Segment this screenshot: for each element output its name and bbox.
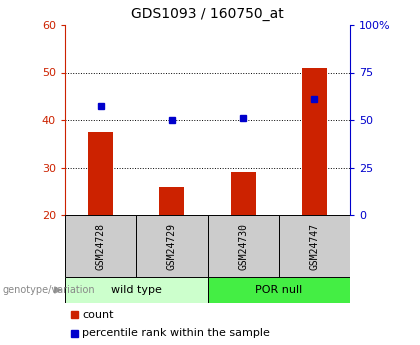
Bar xyxy=(231,172,256,215)
Bar xyxy=(88,132,113,215)
Bar xyxy=(65,215,136,277)
Bar xyxy=(160,187,184,215)
Text: genotype/variation: genotype/variation xyxy=(2,285,95,295)
Bar xyxy=(207,277,350,303)
Text: percentile rank within the sample: percentile rank within the sample xyxy=(82,328,270,338)
Bar xyxy=(207,215,279,277)
Text: GSM24728: GSM24728 xyxy=(96,223,105,269)
Text: GSM24747: GSM24747 xyxy=(310,223,319,269)
Bar xyxy=(71,330,78,337)
Text: POR null: POR null xyxy=(255,285,302,295)
Text: GSM24729: GSM24729 xyxy=(167,223,177,269)
Bar xyxy=(136,215,207,277)
Bar xyxy=(71,311,78,318)
Text: count: count xyxy=(82,310,113,320)
Bar xyxy=(279,215,350,277)
Bar xyxy=(65,277,207,303)
Bar xyxy=(302,68,327,215)
Text: GSM24730: GSM24730 xyxy=(238,223,248,269)
Text: wild type: wild type xyxy=(111,285,162,295)
Title: GDS1093 / 160750_at: GDS1093 / 160750_at xyxy=(131,7,284,21)
